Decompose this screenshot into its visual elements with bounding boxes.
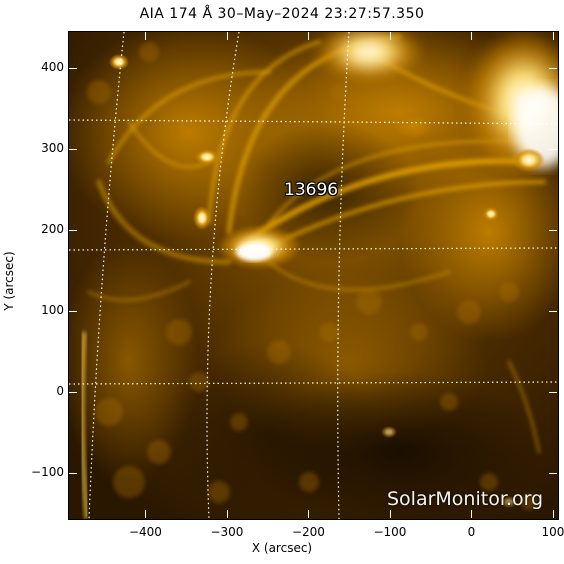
y-tick-mark	[549, 473, 557, 475]
y-tick-mark	[549, 311, 557, 313]
y-tick-mark	[69, 473, 77, 475]
y-tick-mark	[549, 67, 557, 69]
y-tick-label: 100	[41, 303, 64, 318]
x-tick-mark	[552, 510, 554, 518]
y-tick-mark	[69, 67, 77, 69]
y-tick-mark	[69, 229, 77, 231]
x-tick-mark	[471, 510, 473, 518]
x-tick-mark	[308, 510, 310, 518]
grid-latitude-line	[69, 247, 558, 251]
x-tick-label: −100	[373, 525, 407, 539]
y-tick-mark	[549, 229, 557, 231]
watermark: SolarMonitor.org	[387, 488, 544, 510]
x-tick-label: −200	[291, 525, 325, 539]
y-tick-label: −100	[31, 465, 64, 480]
x-axis-label: X (arcsec)	[251, 541, 313, 555]
heliographic-grid	[69, 32, 558, 519]
x-tick-mark	[145, 510, 147, 518]
x-tick-label: 0	[467, 525, 476, 539]
x-tick-mark	[226, 32, 228, 40]
active-region-label: 13696	[284, 180, 339, 200]
y-tick-mark	[549, 392, 557, 394]
x-tick-mark	[389, 32, 391, 40]
y-tick-label: 300	[41, 140, 64, 155]
x-tick-mark	[226, 510, 228, 518]
y-tick-mark	[69, 148, 77, 150]
bright-active-regions	[109, 32, 558, 508]
y-tick-mark	[69, 311, 77, 313]
y-tick-mark	[549, 148, 557, 150]
solar-image-svg	[69, 32, 558, 519]
y-tick-label: 200	[41, 221, 64, 236]
grid-latitude-line	[69, 119, 558, 125]
solar-image: 13696 SolarMonitor.org	[68, 31, 559, 520]
y-tick-label: 0	[56, 384, 64, 399]
y-tick-label: 400	[41, 59, 64, 74]
y-tick-mark	[69, 392, 77, 394]
x-tick-label: 100	[541, 525, 564, 539]
x-tick-mark	[552, 32, 554, 40]
x-tick-mark	[471, 32, 473, 40]
x-tick-label: −400	[128, 525, 162, 539]
image-title: AIA 174 Å 30–May–2024 23:27:57.350	[139, 6, 425, 22]
grid-latitude-line	[69, 381, 558, 385]
surface-texture	[87, 42, 537, 510]
bright-filament	[80, 331, 89, 519]
x-tick-label: −300	[210, 525, 244, 539]
x-tick-mark	[308, 32, 310, 40]
grid-longitude-line	[337, 32, 350, 519]
grid-longitude-line	[206, 32, 240, 519]
x-tick-mark	[389, 510, 391, 518]
x-tick-mark	[145, 32, 147, 40]
y-axis-label: Y (arcsec)	[2, 251, 16, 311]
